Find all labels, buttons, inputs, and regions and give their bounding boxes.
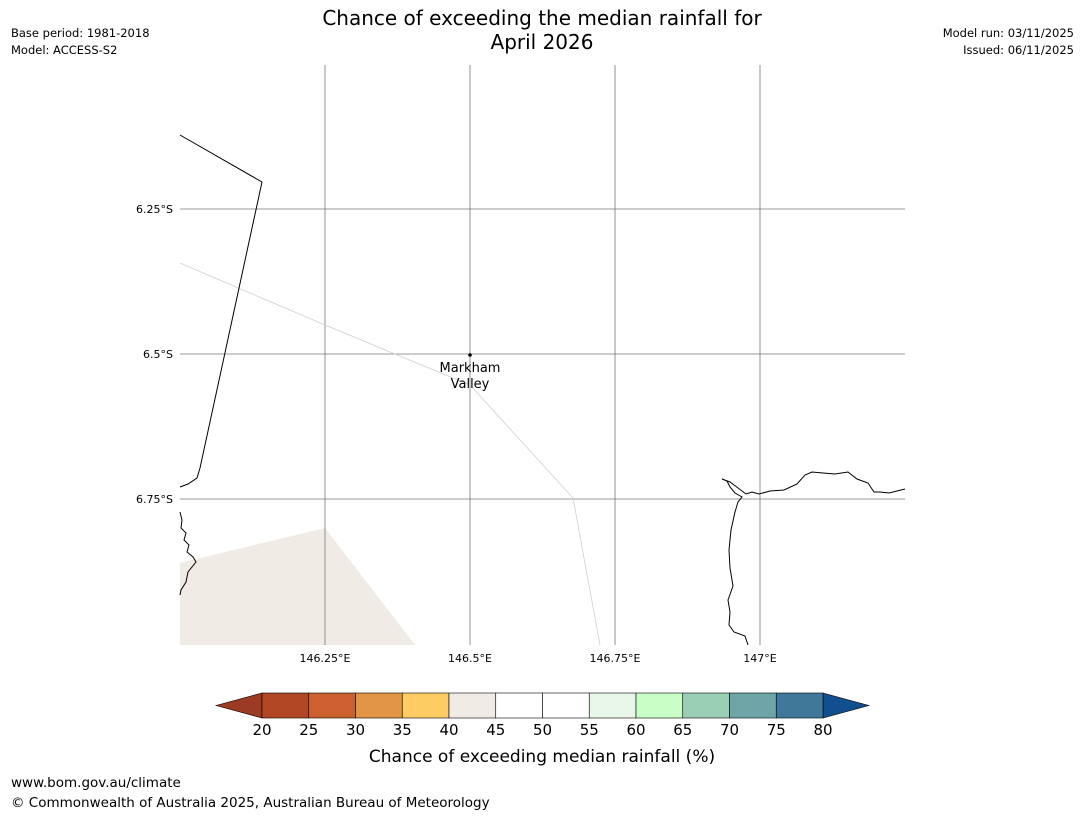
colorbar-tick-label: 60 xyxy=(626,721,645,739)
model-run-text: Model run: 03/11/2025 xyxy=(942,26,1074,40)
base-period-text: Base period: 1981-2018 xyxy=(11,26,150,40)
title-line-1: Chance of exceeding the median rainfall … xyxy=(322,6,762,30)
lat-label: 6.25°S xyxy=(136,203,173,216)
lon-label: 146.5°E xyxy=(448,652,492,665)
colorbar-under-arrow xyxy=(214,692,263,719)
title-line-2: April 2026 xyxy=(490,30,594,54)
colorbar-tick-label: 50 xyxy=(533,721,552,739)
colorbar-tick-label: 35 xyxy=(393,721,412,739)
colorbar-segment xyxy=(729,692,777,719)
region-boundary xyxy=(179,262,601,646)
lat-label: 6.5°S xyxy=(143,348,173,361)
colorbar-segment xyxy=(588,692,637,719)
place-label-line-2: Valley xyxy=(451,377,490,392)
colorbar-segment xyxy=(261,692,310,719)
location-marker xyxy=(468,353,472,357)
colorbar-segment xyxy=(635,692,684,719)
issued-text: Issued: 06/11/2025 xyxy=(963,43,1074,57)
lon-label: 147°E xyxy=(743,652,776,665)
lon-label: 146.75°E xyxy=(590,652,641,665)
colorbar-segment xyxy=(401,692,450,719)
colorbar-segment xyxy=(542,692,590,719)
info-right: Model run: 03/11/2025 Issued: 06/11/2025 xyxy=(943,25,1074,59)
lat-label: 6.75°S xyxy=(136,493,173,506)
colorbar-label: Chance of exceeding median rainfall (%) xyxy=(369,747,715,767)
colorbar-tick-label: 70 xyxy=(720,721,739,739)
place-label-line-1: Markham xyxy=(440,361,501,376)
colorbar-tick-label: 30 xyxy=(346,721,365,739)
footer-url[interactable]: www.bom.gov.au/climate xyxy=(11,775,181,791)
colorbar-segment xyxy=(355,692,403,719)
coastline-east xyxy=(721,471,906,646)
colorbar-segment xyxy=(495,692,543,719)
graticule xyxy=(180,65,905,645)
footer-copyright: © Commonwealth of Australia 2025, Austra… xyxy=(11,795,490,811)
model-text: Model: ACCESS-S2 xyxy=(11,43,118,57)
shaded-region xyxy=(180,528,415,645)
colorbar-tick-label: 65 xyxy=(673,721,692,739)
colorbar-over-arrow xyxy=(822,692,871,719)
colorbar-tick-label: 40 xyxy=(439,721,458,739)
lon-label: 146.25°E xyxy=(300,652,351,665)
map-title: Chance of exceeding the median rainfall … xyxy=(242,6,842,54)
colorbar: 20 25 30 35 40 45 50 55 60 65 70 75 80 xyxy=(214,692,871,739)
info-left: Base period: 1981-2018 Model: ACCESS-S2 xyxy=(11,25,150,59)
colorbar-tick-label: 75 xyxy=(767,721,786,739)
colorbar-tick-label: 45 xyxy=(486,721,505,739)
colorbar-tick-label: 80 xyxy=(813,721,832,739)
province-border xyxy=(179,134,263,488)
colorbar-segment xyxy=(775,692,824,719)
colorbar-segment xyxy=(308,692,356,719)
coastline-southwest xyxy=(179,511,197,596)
colorbar-segment xyxy=(448,692,497,719)
colorbar-tick-label: 55 xyxy=(580,721,599,739)
colorbar-tick-label: 25 xyxy=(299,721,318,739)
colorbar-segment xyxy=(682,692,730,719)
map-panel: Markham Valley 6.25°S 6.5°S 6.75°S 146.2… xyxy=(136,65,906,665)
colorbar-tick-label: 20 xyxy=(252,721,271,739)
